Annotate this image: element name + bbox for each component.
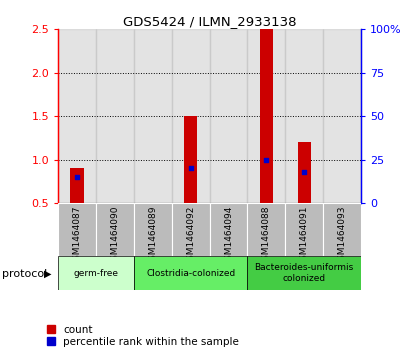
Bar [172,29,210,203]
Bar [71,168,84,203]
Bar [260,29,273,203]
Text: Clostridia-colonized: Clostridia-colonized [146,269,235,278]
FancyBboxPatch shape [134,256,247,290]
Text: GSM1464091: GSM1464091 [300,206,309,266]
FancyBboxPatch shape [286,203,323,256]
FancyBboxPatch shape [247,256,361,290]
FancyBboxPatch shape [58,256,134,290]
Bar [247,29,285,203]
Text: GSM1464088: GSM1464088 [262,206,271,266]
Bar [323,29,361,203]
Text: ▶: ▶ [44,269,51,279]
Bar [184,116,197,203]
Point [187,166,194,171]
Bar [210,29,247,203]
Bar [134,29,172,203]
Text: germ-free: germ-free [73,269,118,278]
Bar [298,142,311,203]
FancyBboxPatch shape [96,203,134,256]
FancyBboxPatch shape [323,203,361,256]
Text: GSM1464094: GSM1464094 [224,206,233,266]
FancyBboxPatch shape [58,203,96,256]
Bar [286,29,323,203]
Legend: count, percentile rank within the sample: count, percentile rank within the sample [47,325,239,347]
FancyBboxPatch shape [247,203,286,256]
FancyBboxPatch shape [134,203,172,256]
Text: GSM1464087: GSM1464087 [73,206,81,266]
Title: GDS5424 / ILMN_2933138: GDS5424 / ILMN_2933138 [123,15,296,28]
Text: GSM1464092: GSM1464092 [186,206,195,266]
Bar [96,29,134,203]
Point [263,157,270,163]
Point [301,169,308,175]
Text: GSM1464093: GSM1464093 [338,206,347,266]
Text: protocol: protocol [2,269,47,279]
FancyBboxPatch shape [210,203,247,256]
Text: GSM1464089: GSM1464089 [148,206,157,266]
Text: GSM1464090: GSM1464090 [110,206,120,266]
FancyBboxPatch shape [172,203,210,256]
Point [74,174,81,180]
Text: Bacteroides-uniformis
colonized: Bacteroides-uniformis colonized [255,264,354,283]
Bar [58,29,96,203]
